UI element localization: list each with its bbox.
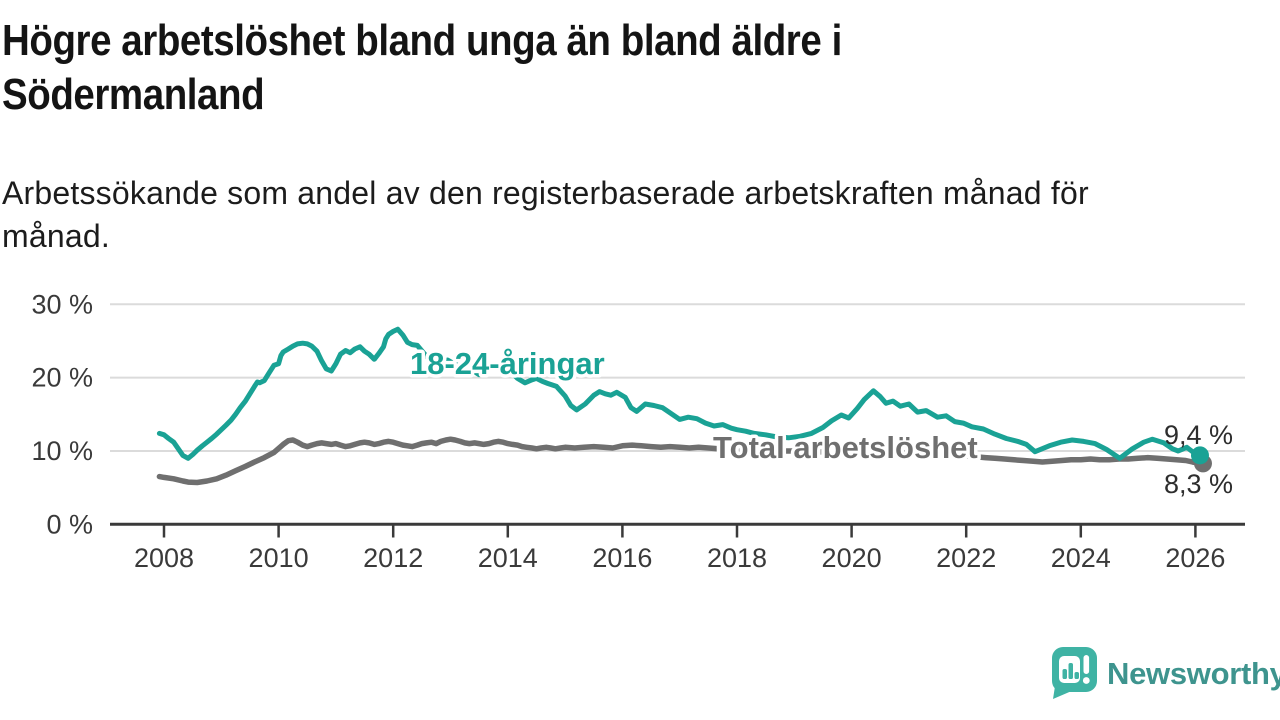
end-dot-youth [1190,446,1209,465]
series-line-total [156,436,1203,486]
x-tick-label: 2008 [134,543,194,573]
x-tick-label: 2012 [363,543,423,573]
x-tick-label: 2016 [592,543,652,573]
x-tick-label: 2010 [249,543,309,573]
end-value-label-total: 8,3 % [1164,469,1233,499]
x-tick-label: 2026 [1165,543,1225,573]
series-label-total: Total arbetslöshet [713,430,978,465]
newsworthy-logo: Newsworthy [1050,646,1280,701]
y-tick-label: 30 % [31,289,93,319]
page-subtitle: Arbetssökande som andel av den registerb… [2,175,1089,254]
y-tick-label: 10 % [31,436,93,466]
brand-name: Newsworthy [1107,655,1280,691]
end-value-label-youth: 9,4 % [1164,420,1233,450]
x-tick-label: 2018 [707,543,767,573]
series-line-youth [156,326,1203,461]
newsworthy-bubble-chart-icon [1052,647,1097,699]
x-tick-label: 2024 [1051,543,1111,573]
x-tick-label: 2014 [478,543,538,573]
page-title: Högre arbetslöshet bland unga än bland ä… [2,16,842,119]
x-tick-label: 2022 [936,543,996,573]
y-tick-label: 0 % [46,509,93,539]
series-label-youth: 18-24-åringar [410,346,605,381]
y-tick-label: 20 % [31,363,93,393]
x-tick-label: 2020 [822,543,882,573]
